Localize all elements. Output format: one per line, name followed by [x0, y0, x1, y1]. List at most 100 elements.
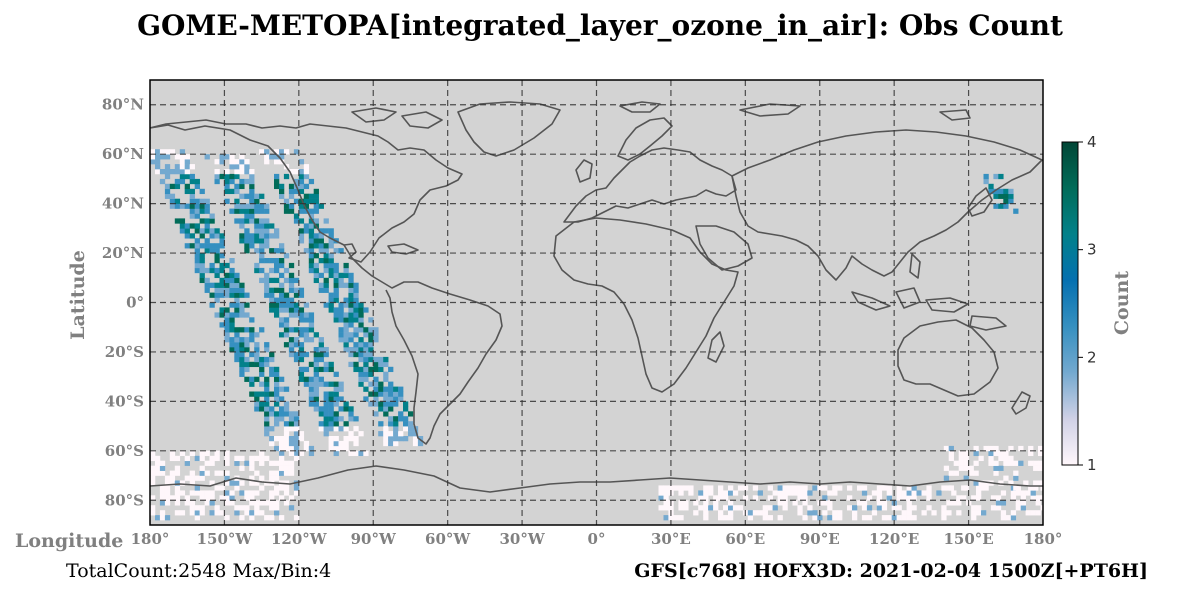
obs-cell — [254, 510, 260, 516]
obs-cell — [164, 183, 171, 190]
y-tick-label: 40°N — [102, 195, 144, 213]
obs-cell — [174, 500, 181, 506]
obs-cell — [259, 450, 265, 457]
obs-cell — [313, 381, 319, 387]
obs-cell — [772, 505, 778, 511]
obs-cell — [169, 475, 176, 481]
obs-cell — [333, 411, 339, 417]
obs-cell — [244, 460, 250, 466]
obs-cell — [363, 347, 369, 353]
obs-cell — [164, 490, 171, 496]
obs-cell — [1010, 515, 1017, 521]
obs-cell — [388, 416, 394, 422]
obs-cell — [668, 485, 674, 491]
obs-cell — [958, 450, 964, 457]
obs-cell — [288, 421, 295, 427]
obs-cell — [224, 154, 230, 160]
obs-cell — [264, 391, 270, 397]
obs-cell — [308, 233, 315, 239]
obs-cell — [184, 228, 190, 234]
obs-cell — [298, 312, 305, 318]
obs-cell — [1030, 510, 1036, 516]
obs-cell — [174, 178, 181, 185]
obs-cell — [234, 337, 240, 343]
obs-cell — [199, 188, 205, 195]
obs-cell — [244, 510, 250, 516]
obs-cell — [963, 450, 969, 457]
obs-cell — [313, 267, 319, 274]
obs-cell — [343, 322, 349, 328]
obs-cell — [767, 515, 773, 521]
obs-cell — [852, 505, 858, 511]
obs-cell — [189, 193, 195, 199]
obs-cell — [239, 287, 245, 293]
obs-cell — [876, 490, 883, 496]
map-panel — [149, 79, 1044, 526]
obs-cell — [303, 337, 310, 343]
obs-cell — [328, 243, 334, 249]
obs-cell — [274, 312, 280, 318]
obs-cell — [993, 450, 999, 457]
obs-cell — [378, 386, 384, 392]
obs-cell — [663, 500, 669, 506]
obs-cell — [279, 455, 285, 462]
obs-cell — [155, 154, 161, 160]
x-tick-label: 150°W — [197, 530, 254, 548]
obs-cell — [239, 515, 245, 521]
obs-cell — [993, 193, 999, 199]
obs-cell — [259, 475, 265, 481]
obs-cell — [254, 223, 260, 229]
obs-cell — [229, 164, 235, 170]
obs-cell — [298, 431, 305, 437]
obs-cell — [259, 371, 265, 377]
obs-cell — [373, 366, 379, 373]
obs-cell — [224, 312, 230, 318]
obs-cell — [209, 480, 215, 486]
obs-cell — [1003, 198, 1009, 204]
obs-cell — [189, 505, 195, 511]
obs-cell — [408, 421, 414, 427]
obs-cell — [199, 203, 205, 209]
obs-cell — [313, 262, 319, 269]
obs-cell — [358, 450, 364, 457]
obs-cell — [283, 208, 290, 214]
obs-cell — [224, 455, 230, 462]
obs-cell — [269, 406, 275, 412]
obs-cell — [239, 159, 245, 165]
obs-cell — [703, 485, 709, 491]
obs-cell — [318, 351, 324, 358]
obs-cell — [338, 248, 344, 254]
obs-cell — [283, 327, 290, 333]
obs-cell — [323, 243, 329, 249]
obs-cell — [199, 228, 205, 234]
obs-cell — [234, 292, 240, 298]
obs-cell — [901, 515, 907, 521]
obs-cell — [303, 248, 310, 254]
obs-cell — [283, 203, 290, 209]
obs-cell — [713, 500, 719, 506]
obs-cell — [259, 381, 265, 387]
obs-cell — [214, 455, 220, 462]
obs-cell — [209, 213, 215, 219]
obs-cell — [159, 149, 166, 155]
obs-cell — [752, 485, 759, 491]
obs-cell — [973, 460, 979, 466]
obs-cell — [209, 460, 215, 466]
obs-cell — [308, 223, 315, 229]
obs-cell — [1025, 510, 1031, 516]
obs-cell — [274, 381, 280, 387]
obs-cell — [194, 490, 200, 496]
obs-cell — [269, 287, 275, 293]
obs-cell — [388, 401, 394, 407]
obs-cell — [973, 480, 979, 486]
obs-cell — [279, 406, 285, 412]
obs-cell — [787, 485, 793, 491]
obs-cell — [318, 381, 324, 387]
obs-cell — [293, 356, 300, 363]
obs-cell — [777, 485, 783, 491]
obs-cell — [288, 445, 295, 452]
obs-cell — [303, 223, 310, 229]
obs-cell — [298, 169, 305, 175]
obs-cell — [259, 460, 265, 466]
obs-cell — [1020, 495, 1026, 501]
